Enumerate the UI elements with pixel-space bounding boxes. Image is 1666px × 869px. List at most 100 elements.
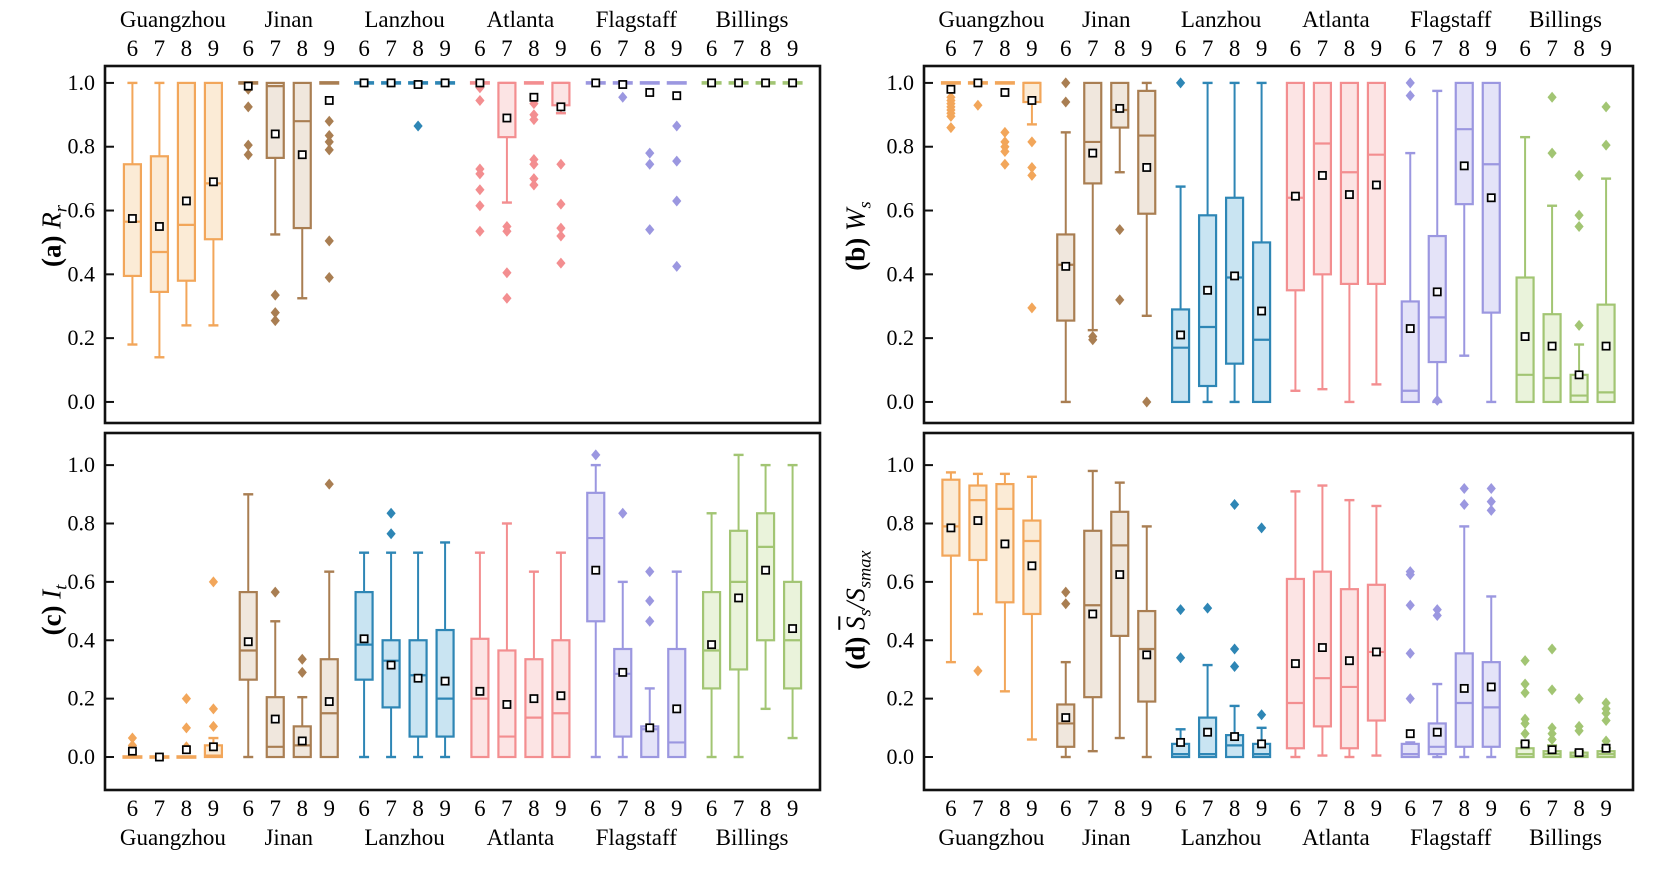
month-label: 7: [617, 796, 629, 821]
mean-marker: [1061, 713, 1071, 723]
outlier-point: [1547, 643, 1557, 655]
outlier-point: [1520, 655, 1530, 667]
box-d-guangzhou-m9: [1022, 475, 1042, 741]
outlier-point: [324, 478, 334, 490]
outlier-point: [973, 665, 983, 677]
box-b-guangzhou-m8: [994, 81, 1015, 170]
box-d-guangzhou-m7: [968, 472, 988, 677]
outlier-point: [556, 158, 566, 170]
outlier-point: [1486, 496, 1496, 508]
outlier-point: [1486, 482, 1496, 494]
y-tick-label: 0.2: [68, 686, 96, 711]
month-label: 7: [1087, 36, 1099, 61]
outlier-point: [208, 576, 219, 588]
box-a-flagstaff-m8: [639, 81, 660, 236]
city-label-jinan: Jinan: [264, 825, 313, 850]
month-label: 8: [1573, 36, 1585, 61]
collapsed-box: [319, 81, 340, 85]
outlier-point: [324, 130, 334, 142]
month-label: 9: [787, 36, 799, 61]
outlier-point: [1574, 209, 1584, 221]
box-b-flagstaff-m6: [1400, 77, 1420, 404]
outlier-point: [1601, 101, 1611, 113]
mean-marker: [1371, 647, 1381, 657]
mean-marker: [297, 736, 307, 746]
mean-marker: [645, 723, 655, 733]
box-b-jinan-m7: [1083, 81, 1103, 346]
outlier-point: [386, 507, 396, 519]
box-rect: [1400, 300, 1420, 404]
month-label: 8: [1229, 796, 1241, 821]
box-a-lanzhou-m9: [435, 78, 456, 88]
mean-marker: [618, 80, 628, 89]
outlier-point: [475, 225, 485, 237]
box-rect: [1454, 652, 1474, 748]
mean-marker: [297, 150, 307, 160]
box-b-atlanta-m8: [1339, 81, 1360, 404]
box-rect: [1515, 747, 1535, 759]
outlier-point: [413, 120, 423, 132]
outlier-point: [1547, 91, 1557, 103]
outlier-point: [1547, 728, 1557, 740]
box-d-lanzhou-m6: [1170, 604, 1191, 759]
month-label: 7: [501, 796, 513, 821]
month-label: 8: [1344, 36, 1356, 61]
mean-marker: [734, 593, 744, 603]
outlier-point: [1405, 693, 1415, 705]
box-rect: [238, 590, 258, 681]
month-label: 7: [1546, 796, 1558, 821]
outlier-point: [1601, 707, 1611, 719]
y-tick-label: 0.0: [887, 744, 915, 769]
mean-marker: [154, 222, 164, 231]
collapsed-box: [940, 81, 961, 85]
month-label: 9: [671, 36, 683, 61]
mean-marker: [440, 676, 450, 686]
panel-a-tag: (a): [36, 228, 67, 267]
outlier-point: [672, 195, 682, 207]
outlier-point: [243, 149, 253, 161]
y-tick-label: 0.8: [68, 510, 96, 535]
box-a-guangzhou-m7: [149, 81, 170, 359]
box-rect: [176, 81, 197, 282]
mean-marker: [1520, 332, 1530, 341]
panel-d-tag: (d): [840, 629, 871, 670]
mean-marker: [946, 84, 956, 94]
month-label: 7: [733, 36, 745, 61]
y-tick-label: 1.0: [68, 70, 96, 95]
outlier-point: [645, 224, 655, 236]
box-b-atlanta-m7: [1312, 81, 1333, 391]
mean-marker: [1230, 732, 1240, 742]
month-label: 7: [972, 796, 984, 821]
outlier-point: [1256, 709, 1267, 721]
box-a-lanzhou-m8: [408, 80, 429, 132]
city-label-lanzhou: Lanzhou: [1181, 825, 1262, 850]
box-c-jinan-m6: [238, 493, 258, 759]
box-b-lanzhou-m7: [1197, 81, 1218, 404]
box-rect: [203, 81, 224, 241]
box-d-atlanta-m8: [1339, 498, 1360, 759]
outlier-point: [556, 198, 566, 210]
outlier-point: [645, 566, 655, 578]
outlier-point: [529, 179, 539, 191]
month-label: 6: [945, 36, 957, 61]
mean-marker: [529, 92, 539, 102]
box-c-flagstaff-m8: [640, 566, 660, 759]
month-label: 9: [1600, 796, 1612, 821]
month-label: 7: [1202, 36, 1214, 61]
mean-marker: [707, 78, 717, 88]
outlier-point: [973, 99, 983, 111]
mean-marker: [127, 746, 137, 756]
box-rect: [408, 639, 428, 738]
city-label-atlanta: Atlanta: [1302, 7, 1370, 32]
outlier-point: [1601, 139, 1611, 151]
mean-marker: [359, 634, 369, 644]
month-label: 7: [1317, 36, 1329, 61]
month-label: 8: [1114, 796, 1126, 821]
month-label: 8: [528, 796, 540, 821]
box-b-guangzhou-m9: [1022, 81, 1042, 314]
box-a-billings-m8: [755, 78, 776, 88]
box-d-atlanta-m7: [1312, 484, 1333, 757]
mean-marker: [1176, 330, 1186, 340]
outlier-point: [1175, 77, 1186, 89]
y-axis-label-a: (a) Rr: [36, 205, 71, 267]
